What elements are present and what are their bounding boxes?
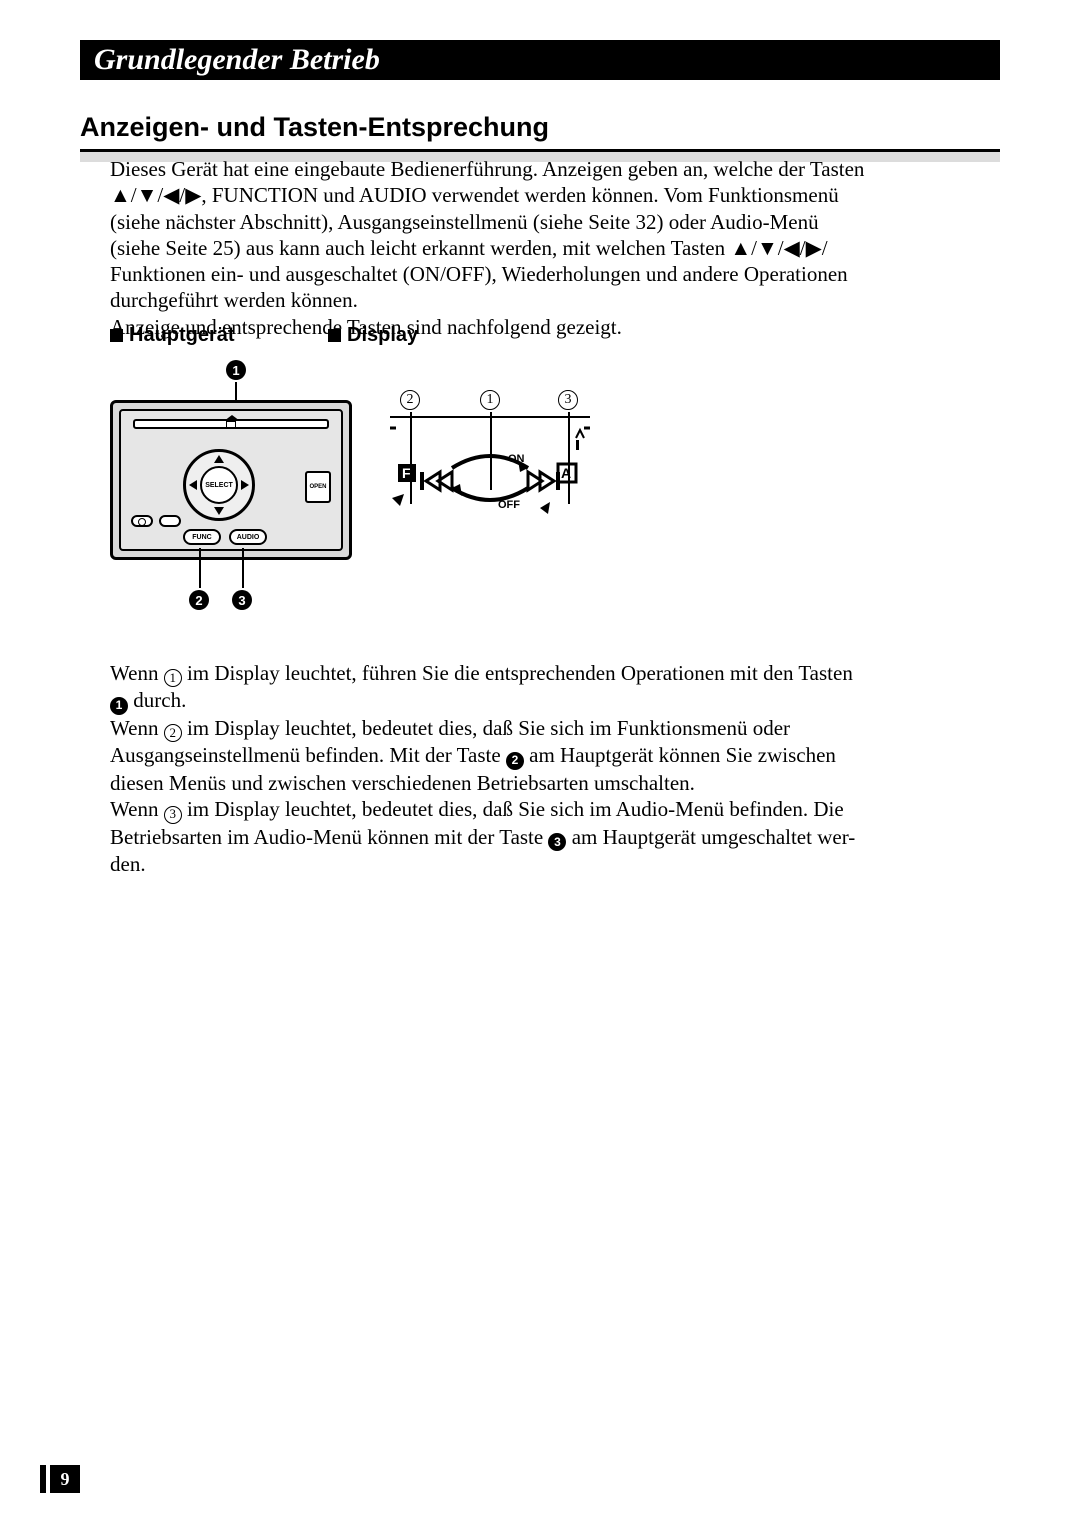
text: Wenn xyxy=(110,716,164,740)
text: am Hauptgerät umgeschaltet wer- xyxy=(566,825,855,849)
leader-line xyxy=(199,548,201,588)
display-top-edge xyxy=(390,416,590,418)
arrow-sequence-icon: ▲/▼/◀/▶/ xyxy=(730,238,827,259)
func-button: FUNC xyxy=(183,529,221,545)
intro-line: durchgeführt werden können. xyxy=(110,288,358,312)
explanatory-paragraphs: Wenn 1 im Display leuchtet, führen Sie d… xyxy=(110,660,990,878)
page-number: 9 xyxy=(50,1465,80,1493)
intro-line: Dieses Gerät hat eine eingebaute Bediene… xyxy=(110,157,864,181)
a-indicator: A xyxy=(561,465,571,481)
intro-line: , FUNCTION und AUDIO verwendet werden kö… xyxy=(201,183,838,207)
intro-line: Funktionen ein- und ausgeschaltet (ON/OF… xyxy=(110,262,848,286)
decoration-icon xyxy=(392,494,404,506)
text: am Hauptgerät können Sie zwischen xyxy=(524,743,836,767)
subhead-display: Display xyxy=(347,324,418,346)
callout-badge-1: 1 xyxy=(226,360,246,380)
subhead-main-unit: Hauptgerät xyxy=(129,324,235,346)
circled-number-3: 3 xyxy=(558,390,578,410)
text: im Display leuchtet, führen Sie die ents… xyxy=(182,661,853,685)
square-bullet-icon xyxy=(110,329,123,342)
text: im Display leuchtet, bedeutet dies, daß … xyxy=(182,797,844,821)
badge-1-icon: 1 xyxy=(110,697,128,715)
display-callout-row: 2 1 3 xyxy=(390,390,590,412)
next-track-icon xyxy=(528,472,560,490)
callout-badge-2: 2 xyxy=(189,590,209,610)
chapter-header-bar: Grundlegender Betrieb xyxy=(80,40,1000,80)
eject-icon xyxy=(226,421,236,427)
text: Wenn xyxy=(110,661,164,685)
section-heading: Anzeigen- und Tasten-Entsprechung xyxy=(80,112,1000,162)
leader-line xyxy=(410,412,412,504)
unit-faceplate: SELECT OPEN FUNC AUDIO xyxy=(119,409,343,551)
left-arrow-icon xyxy=(189,480,197,490)
main-unit-drawing: SELECT OPEN FUNC AUDIO xyxy=(110,400,352,560)
intro-paragraph: Dieses Gerät hat eine eingebaute Bediene… xyxy=(110,156,990,340)
off-label: OFF xyxy=(498,499,520,511)
circled-number-1: 1 xyxy=(480,390,500,410)
figure-area: 1 SELECT OPEN FUNC AUDIO xyxy=(110,356,610,636)
cd-slot xyxy=(133,419,329,429)
prev-track-icon xyxy=(420,472,452,490)
audio-button: AUDIO xyxy=(229,529,267,545)
callout-badge-3: 3 xyxy=(232,590,252,610)
chapter-title: Grundlegender Betrieb xyxy=(94,43,380,77)
select-label: SELECT xyxy=(200,466,238,504)
figure-subheadings: Hauptgerät Display xyxy=(110,324,1000,347)
circled-number-2: 2 xyxy=(400,390,420,410)
select-dial: SELECT xyxy=(183,449,255,521)
display-drawing: 2 1 3 F A ON xyxy=(390,390,590,580)
open-button: OPEN xyxy=(305,471,331,503)
small-button xyxy=(131,515,153,527)
function-buttons: FUNC AUDIO xyxy=(183,529,267,545)
text: diesen Menüs und zwischen verschiedenen … xyxy=(110,771,695,795)
up-arrow-icon xyxy=(214,455,224,463)
page: Grundlegender Betrieb Anzeigen- und Tast… xyxy=(0,0,1080,1533)
badge-2-icon: 2 xyxy=(506,752,524,770)
section-title: Anzeigen- und Tasten-Entsprechung xyxy=(80,112,1000,147)
down-arrow-icon xyxy=(214,507,224,515)
decoration-icon xyxy=(540,502,550,514)
text: den. xyxy=(110,852,146,876)
leader-line xyxy=(242,548,244,588)
intro-line: (siehe Seite 25) aus kann auch leicht er… xyxy=(110,236,730,260)
circled-2-icon: 2 xyxy=(164,724,182,742)
circled-1-icon: 1 xyxy=(164,669,182,687)
arrow-sequence-icon: ▲/▼/◀/▶ xyxy=(110,185,201,206)
circled-3-icon: 3 xyxy=(164,806,182,824)
text: Ausgangseinstellmenü befinden. Mit der T… xyxy=(110,743,506,767)
badge-3-icon: 3 xyxy=(548,833,566,851)
text: Wenn xyxy=(110,797,164,821)
square-bullet-icon xyxy=(328,329,341,342)
text: im Display leuchtet, bedeutet dies, daß … xyxy=(182,716,790,740)
text: durch. xyxy=(128,688,186,712)
leader-line xyxy=(490,412,492,490)
text: Betriebsarten im Audio-Menü können mit d… xyxy=(110,825,548,849)
small-buttons xyxy=(131,515,181,527)
small-button xyxy=(159,515,181,527)
intro-line: (siehe nächster Abschnitt), Ausgangseins… xyxy=(110,210,819,234)
right-arrow-icon xyxy=(241,480,249,490)
leader-line xyxy=(568,412,570,504)
